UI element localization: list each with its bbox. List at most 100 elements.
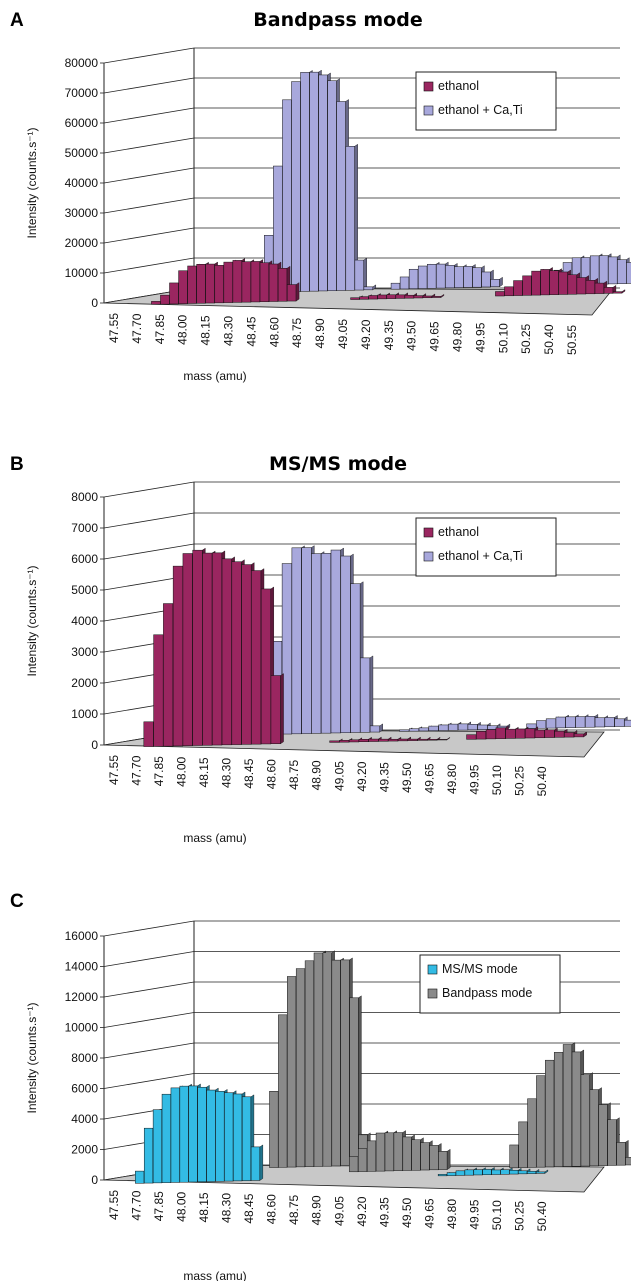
y-tick-label: 12000 (65, 990, 99, 1004)
series-ethanol (143, 547, 587, 747)
bar (409, 728, 420, 732)
bar (554, 730, 565, 738)
bar (300, 72, 310, 292)
y-tick-label: 2000 (71, 1143, 98, 1157)
bar-side (446, 1148, 451, 1170)
y-tick-label: 3000 (71, 645, 98, 659)
bar (278, 1014, 288, 1168)
x-tick-label: 50.55 (565, 325, 579, 355)
bar (553, 1052, 564, 1167)
bar (509, 1144, 519, 1169)
bar (527, 1098, 537, 1168)
legend: ethanol ethanol + Ca,Ti (415, 517, 557, 577)
legend: ethanol ethanol + Ca,Ti (415, 71, 557, 131)
bar (467, 724, 478, 731)
bar (463, 266, 473, 288)
y-tick-label: 8000 (71, 1051, 98, 1065)
bar (192, 549, 203, 746)
x-tick-label: 49.50 (400, 1197, 414, 1227)
bar (169, 282, 179, 305)
bar (291, 81, 301, 292)
x-tick-label: 50.10 (496, 323, 510, 353)
bar (472, 267, 482, 288)
bar (534, 729, 545, 739)
legend-swatch (423, 81, 434, 92)
bar (555, 716, 566, 729)
bar (241, 564, 252, 745)
x-tick-label: 49.65 (428, 321, 442, 351)
bar (232, 260, 243, 303)
x-tick-label: 48.15 (199, 315, 213, 345)
bar (612, 291, 623, 294)
x-tick-label: 48.60 (267, 317, 281, 347)
bar (464, 1169, 474, 1176)
x-tick-label: 47.70 (130, 1190, 144, 1220)
bar (354, 259, 364, 291)
x-tick-label: 47.70 (130, 755, 144, 785)
bar-side (280, 673, 284, 745)
bar (448, 723, 459, 731)
x-tick-label: 48.45 (242, 758, 256, 788)
y-tick-label: 14000 (65, 960, 99, 974)
bar (301, 547, 312, 734)
bar (422, 295, 433, 299)
x-tick-label: 49.35 (377, 762, 391, 792)
x-tick-label: 48.90 (310, 1195, 324, 1225)
bar (491, 1169, 501, 1175)
y-axis-label: Intensity (counts.s⁻¹) (25, 565, 39, 676)
bar (348, 739, 360, 743)
x-tick-label: 49.50 (405, 320, 419, 350)
bar (390, 282, 401, 290)
bar (188, 1085, 198, 1183)
bar (231, 561, 242, 745)
bar (205, 263, 215, 304)
bar (202, 552, 213, 746)
gridline-left (103, 512, 195, 529)
y-tick-label: 0 (91, 1173, 98, 1187)
bar (318, 74, 328, 292)
legend-label: ethanol + Ca,Ti (438, 549, 523, 563)
x-tick-label: 48.00 (175, 756, 189, 786)
x-tick-label: 49.50 (400, 762, 414, 792)
bar (518, 1170, 528, 1175)
bar (268, 263, 279, 302)
bar (224, 1092, 234, 1182)
bar (295, 968, 306, 1168)
bar (455, 1170, 465, 1176)
y-tick-label: 10000 (65, 1021, 99, 1035)
bar-side (369, 655, 374, 733)
x-tick-label: 48.75 (287, 759, 301, 789)
y-tick-label: 20000 (65, 236, 99, 250)
bar (431, 296, 442, 298)
bar (214, 265, 224, 304)
bar (562, 1044, 573, 1167)
x-tick-label: 49.05 (336, 319, 350, 349)
bar (473, 1169, 483, 1176)
x-tick-label: 47.55 (107, 1190, 121, 1220)
series-ms-ms-mode (135, 1083, 549, 1184)
x-tick-label: 48.15 (197, 757, 211, 787)
x-tick-label: 49.80 (451, 322, 465, 352)
bar-side (372, 284, 376, 291)
bar (402, 1136, 412, 1171)
x-tick-label: 49.05 (332, 761, 346, 791)
bar (161, 1093, 172, 1183)
y-tick-label: 50000 (65, 146, 99, 160)
y-tick-label: 7000 (71, 521, 98, 535)
series-extra (269, 950, 371, 1168)
bar (360, 657, 371, 733)
x-tick-label: 48.90 (310, 760, 324, 790)
bar (287, 976, 297, 1168)
bar (397, 738, 408, 742)
legend-box (415, 517, 557, 577)
bar (206, 1089, 216, 1182)
gridline-left (103, 227, 195, 244)
gridline-left (103, 47, 195, 64)
bar-side (440, 293, 445, 298)
bar (413, 295, 424, 299)
bar (329, 740, 340, 743)
bar (291, 547, 302, 735)
bar (604, 717, 615, 728)
bar (585, 716, 596, 728)
legend-swatch (423, 105, 434, 116)
